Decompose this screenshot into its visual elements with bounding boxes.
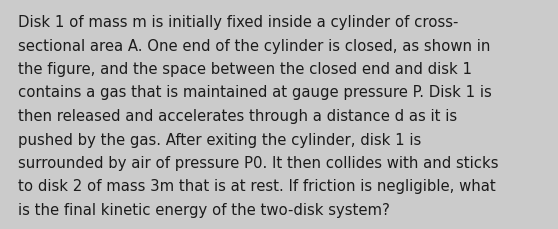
Text: then released and accelerates through a distance d as it is: then released and accelerates through a … xyxy=(18,109,457,123)
Text: the figure, and the space between the closed end and disk 1: the figure, and the space between the cl… xyxy=(18,62,472,77)
Text: sectional area A. One end of the cylinder is closed, as shown in: sectional area A. One end of the cylinde… xyxy=(18,38,490,53)
Text: to disk 2 of mass 3m that is at rest. If friction is negligible, what: to disk 2 of mass 3m that is at rest. If… xyxy=(18,179,496,194)
Text: surrounded by air of pressure P0. It then collides with and sticks: surrounded by air of pressure P0. It the… xyxy=(18,155,498,170)
Text: is the final kinetic energy of the two-disk system?: is the final kinetic energy of the two-d… xyxy=(18,202,390,217)
Text: Disk 1 of mass m is initially fixed inside a cylinder of cross-: Disk 1 of mass m is initially fixed insi… xyxy=(18,15,458,30)
Text: contains a gas that is maintained at gauge pressure P. Disk 1 is: contains a gas that is maintained at gau… xyxy=(18,85,492,100)
Text: pushed by the gas. After exiting the cylinder, disk 1 is: pushed by the gas. After exiting the cyl… xyxy=(18,132,421,147)
